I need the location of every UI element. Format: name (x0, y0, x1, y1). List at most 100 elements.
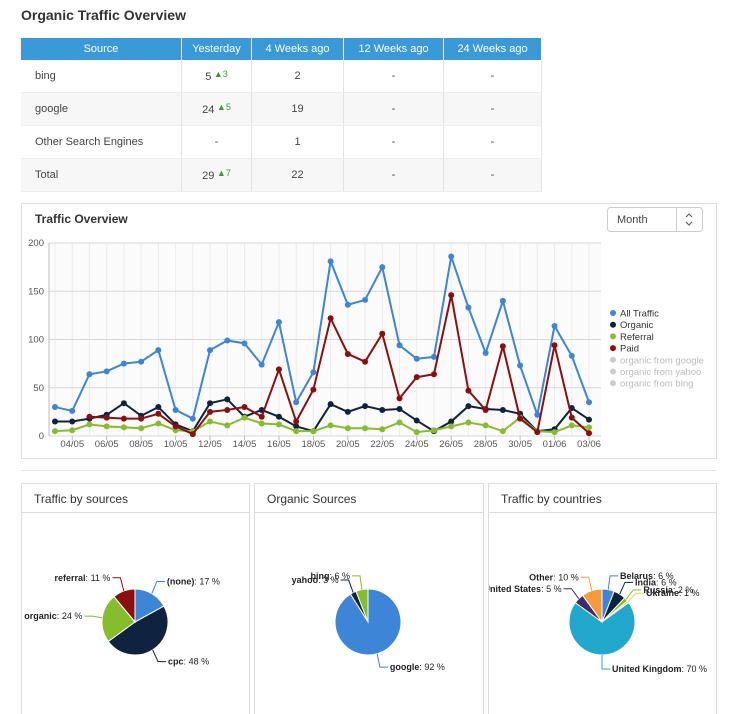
x-tick-label: 08/05 (129, 439, 153, 450)
cell-text: Total (35, 169, 59, 181)
point (120, 424, 127, 431)
slice-label: Belarus: 6 % (620, 571, 674, 581)
point (310, 386, 317, 393)
slice-name: Belarus (620, 571, 653, 581)
slice-name: yahoo (292, 575, 319, 585)
slice-label: bing: 6 % (310, 571, 350, 581)
leader-line (340, 579, 354, 593)
slice-label: India: 6 % (635, 577, 677, 587)
slice-value: 17 % (199, 577, 220, 587)
cell-text: - (490, 70, 495, 82)
x-tick-label: 12/05 (198, 439, 222, 450)
point (430, 371, 437, 378)
point (517, 415, 524, 422)
point (413, 429, 420, 436)
leader-line (563, 588, 580, 599)
legend-swatch (610, 356, 616, 363)
pie-slice (581, 588, 603, 624)
period-select[interactable] (607, 207, 703, 232)
point (448, 418, 455, 425)
point (327, 401, 334, 408)
slice-name: United States (484, 584, 542, 594)
point (275, 421, 282, 428)
x-tick-label: 04/05 (60, 439, 84, 450)
separator: : (329, 571, 334, 581)
point (224, 406, 231, 413)
table-row: Total 29 ▲7 22 - - (21, 158, 542, 192)
point (275, 413, 282, 420)
separator: : (86, 573, 91, 583)
change-value: 5 (225, 102, 231, 112)
point (293, 399, 300, 406)
point (379, 406, 386, 413)
leader-line (112, 577, 125, 592)
point (362, 296, 369, 303)
point (465, 304, 472, 311)
change-value: 7 (225, 168, 231, 178)
legend-label: organic from google (620, 355, 704, 366)
leader-line (625, 589, 642, 600)
cell-text: Other Search Engines (35, 136, 144, 148)
select-arrows (685, 213, 693, 226)
slice-name: (none) (167, 577, 195, 587)
select-value: Month (617, 214, 648, 226)
point (241, 414, 248, 421)
point (448, 253, 455, 260)
table-cell: - (443, 92, 542, 126)
slice-label: organic: 24 % (24, 611, 82, 621)
point (258, 420, 265, 427)
point (430, 427, 437, 434)
pie-group: google: 92 % yahoo: 3 %bing: 6 % (292, 571, 445, 672)
cell-text: google (35, 103, 69, 115)
slice-value: 70 % (687, 664, 708, 674)
header-row: Source Yesterday 4 Weeks ago 12 Weeks ago 24… (21, 38, 542, 60)
x-tick-label: 26/05 (439, 439, 463, 450)
point (327, 258, 334, 265)
slice-name: Ukraine (646, 588, 679, 598)
point (465, 387, 472, 394)
cell-text: - (490, 103, 495, 115)
slice-value: 3 % (323, 575, 339, 585)
legend-swatch (610, 368, 616, 375)
point (362, 425, 369, 432)
point (189, 431, 196, 438)
chart-title: Traffic by countries (501, 492, 602, 506)
point (258, 413, 265, 420)
legend-swatch (610, 345, 616, 352)
point (103, 423, 110, 430)
slice-value: 1 % (684, 588, 700, 598)
point (224, 396, 231, 403)
point (482, 406, 489, 413)
column-header: 24 Weeks ago (443, 38, 542, 60)
point (69, 407, 76, 414)
slice-label: United States: 5 % (484, 584, 562, 594)
column-header: 4 Weeks ago (251, 38, 344, 60)
slice-name: Other (529, 572, 554, 582)
point (586, 416, 592, 423)
point (103, 368, 110, 375)
table-cell: - (343, 125, 444, 159)
point (207, 400, 214, 407)
legend-label: organic from bing (620, 379, 693, 390)
x-tick-label: 03/06 (577, 439, 601, 450)
x-tick-label: 10/05 (164, 439, 188, 450)
separator: : (419, 662, 424, 672)
point (138, 425, 145, 432)
point (310, 369, 317, 376)
point (172, 406, 179, 413)
leader-line (376, 653, 388, 668)
cell-text: 1 (294, 136, 301, 148)
change: ▲3 (211, 69, 228, 79)
slice-value: 11 % (91, 573, 111, 583)
point (138, 358, 145, 365)
cell-text: 2 (294, 70, 301, 82)
traffic-table: Source Yesterday 4 Weeks ago 12 Weeks ago 24… (21, 38, 542, 192)
table-cell: 19 (251, 92, 344, 126)
slice-label: referral: 11 % (55, 573, 111, 583)
y-tick-label: 150 (28, 286, 44, 297)
separator: : (194, 577, 199, 587)
table-cell: bing (21, 60, 182, 93)
legend-label: All Traffic (620, 309, 659, 320)
slice-value: 6 % (661, 577, 677, 587)
point (465, 419, 472, 426)
